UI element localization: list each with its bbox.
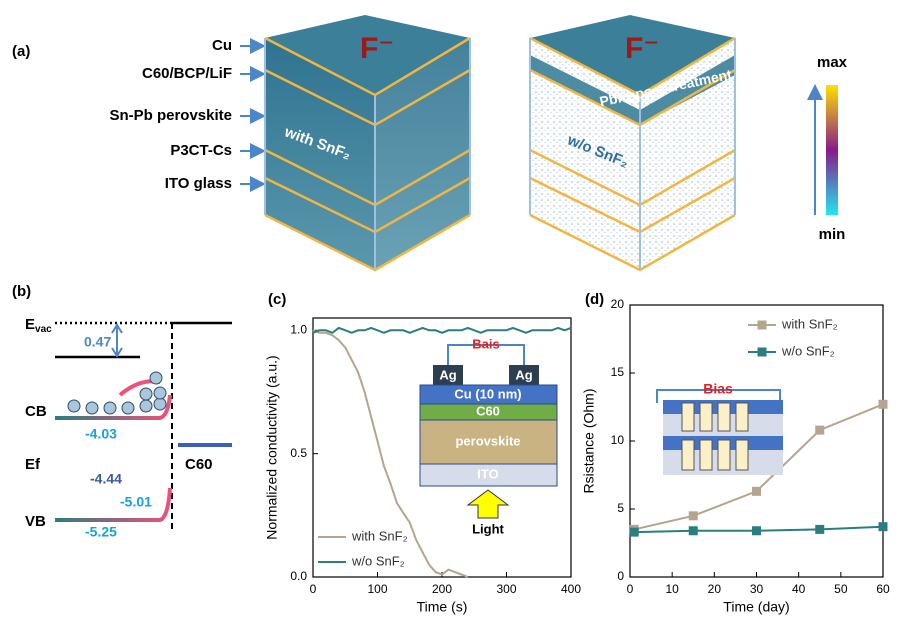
y-tick-label: 20: [611, 297, 625, 311]
ef-value: -4.44: [90, 471, 122, 487]
layer-label: C60/BCP/LiF: [142, 65, 232, 82]
inset-layer: C60: [476, 403, 500, 418]
x-tick-label: 200: [432, 582, 452, 596]
inset-ag: Ag: [515, 367, 532, 382]
y-tick-label: 1.0: [290, 323, 307, 337]
x-axis-label: Time (s): [417, 599, 468, 615]
x-tick-label: 400: [561, 582, 581, 596]
x-tick-label: 40: [792, 582, 806, 596]
point: [629, 527, 639, 537]
inset-d: Bias: [656, 381, 783, 475]
x-tick-label: 0: [627, 582, 634, 596]
panel-a: (a) Cu C60/BCP/LiF Sn-Pb perovskite P3CT…: [12, 15, 848, 272]
inset-layer: ITO: [477, 466, 498, 481]
vb-value: -5.25: [85, 524, 117, 540]
x-axis-label: Time (day): [723, 599, 789, 615]
vb-label: VB: [25, 513, 46, 530]
panel-label: (b): [12, 283, 31, 300]
x-tick-label: 100: [367, 582, 387, 596]
x-tick-label: 30: [750, 582, 764, 596]
cb-label: CB: [25, 403, 47, 420]
x-tick-label: 60: [876, 582, 890, 596]
inset-bias: Bias: [703, 381, 733, 397]
cb-value: -4.03: [85, 426, 117, 442]
colorbar-max: max: [817, 54, 848, 71]
point: [815, 425, 825, 435]
electrons: [67, 371, 167, 415]
legend-marker: [757, 320, 767, 330]
colorbar: max min: [807, 54, 848, 243]
y-axis-label: Normalized conductivity (a.u.): [264, 355, 280, 539]
layer-label: ITO glass: [165, 175, 232, 192]
legend-label: w/o SnF₂: [781, 343, 835, 358]
series-line: [312, 326, 572, 334]
legend-label: with SnF₂: [351, 528, 408, 543]
inset-layer: perovskite: [455, 433, 520, 448]
inset-light: Light: [472, 521, 504, 536]
layer-label: Sn-Pb perovskite: [109, 107, 232, 124]
x-tick-label: 20: [708, 582, 722, 596]
inset-bias: Bais: [472, 336, 499, 351]
y-tick-label: 0.0: [290, 569, 307, 583]
point: [688, 511, 698, 521]
x-tick-label: 10: [665, 582, 679, 596]
panel-label: (c): [268, 291, 286, 308]
plot-frame: [312, 317, 572, 578]
ion-label: F⁻: [625, 32, 659, 65]
layer-label: P3CT-Cs: [170, 142, 232, 159]
point: [688, 526, 698, 536]
legend-label: with SnF₂: [781, 316, 838, 331]
colorbar-min: min: [819, 226, 846, 243]
point: [878, 522, 888, 532]
inset-ag: Ag: [439, 367, 456, 382]
layer-arrows: [240, 38, 266, 192]
legend-marker: [757, 347, 767, 357]
panel-b: (b) Evac 0.47 CB -4.03 Ef -4.44 VB -5.01…: [12, 283, 232, 540]
evac-label: Evac: [25, 316, 52, 335]
inset-c: Bais Ag Ag Cu (10 nm) C60 perovskite ITO…: [419, 336, 558, 536]
panel-label: (d): [585, 291, 604, 308]
point: [752, 526, 761, 536]
y-tick-label: 0: [617, 569, 624, 583]
left-cube: F⁻ with SnF₂: [264, 15, 471, 272]
layer-label: Cu: [212, 37, 232, 54]
x-tick-label: 0: [310, 582, 317, 596]
inset-layer: Cu (10 nm): [454, 386, 521, 401]
vb-bend-value: -5.01: [120, 494, 152, 510]
legend-label: w/o SnF₂: [351, 553, 405, 568]
series-line: [312, 329, 469, 578]
point: [815, 524, 825, 534]
point: [878, 399, 888, 409]
y-tick-label: 10: [611, 433, 625, 447]
y-axis-label: Rsistance (Ohm): [581, 388, 597, 493]
gap-label: 0.47: [84, 334, 111, 350]
layer-labels: Cu C60/BCP/LiF Sn-Pb perovskite P3CT-Cs …: [109, 37, 232, 192]
point: [752, 486, 761, 496]
plot-frame: [629, 304, 884, 578]
y-tick-label: 5: [617, 501, 624, 515]
c60-label: C60: [185, 456, 213, 473]
panel-label: (a): [12, 43, 30, 60]
ion-label: F⁻: [360, 32, 394, 65]
x-tick-label: 50: [834, 582, 848, 596]
ef-label: Ef: [25, 456, 41, 473]
right-cube: F⁻ PbF₂ post-treatment w/o SnF₂: [529, 15, 736, 272]
y-tick-label: 15: [611, 365, 625, 379]
x-tick-label: 300: [496, 582, 516, 596]
y-tick-label: 0.5: [290, 446, 307, 460]
